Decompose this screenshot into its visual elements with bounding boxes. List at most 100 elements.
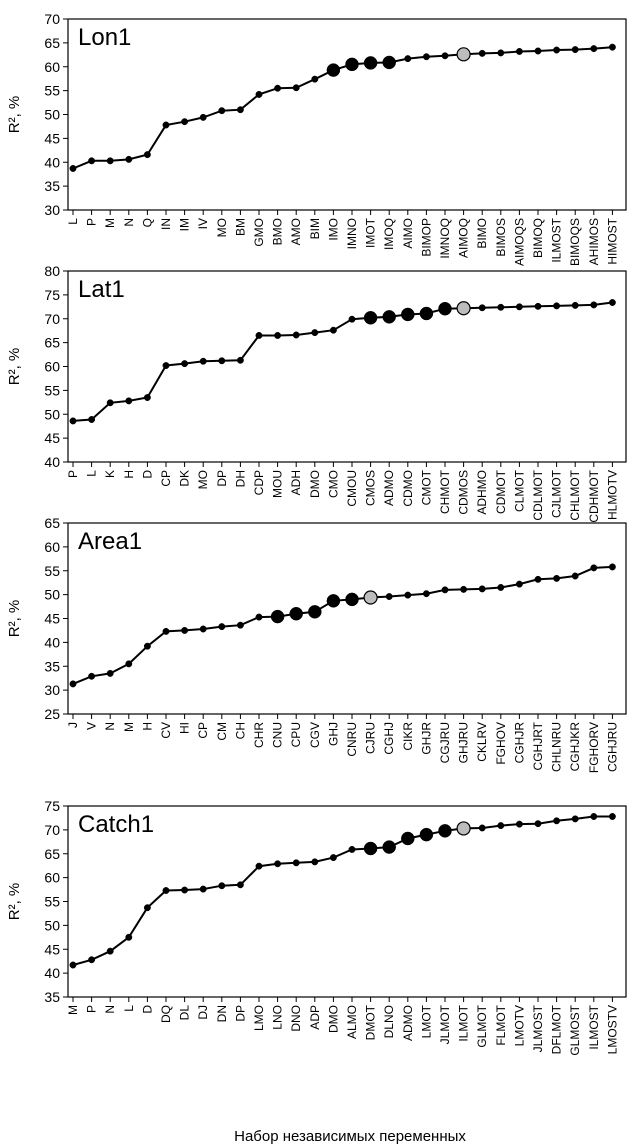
data-point	[181, 886, 189, 894]
x-tick-label: FGHOV	[494, 722, 508, 765]
x-tick-label: MOU	[271, 470, 285, 498]
y-tick-label: 25	[44, 706, 60, 722]
y-tick-label: 30	[44, 682, 60, 698]
x-tick-label: GHJR	[419, 722, 433, 755]
highlight-point	[289, 606, 303, 621]
data-point	[236, 356, 244, 364]
data-point	[404, 55, 412, 63]
y-tick-label: 60	[44, 870, 60, 886]
plot-frame	[67, 18, 627, 211]
y-tick-label: 50	[44, 107, 60, 123]
x-tick-label: CJLMOT	[550, 469, 564, 518]
data-point	[292, 331, 300, 339]
data-point	[143, 151, 151, 159]
highlight-point	[438, 824, 452, 838]
x-tick-label: L	[122, 1005, 136, 1012]
x-tick-label: DP	[233, 1005, 247, 1022]
y-tick-label: 55	[44, 563, 60, 579]
x-tick-label: GLMOST	[568, 1004, 582, 1055]
data-point	[181, 118, 189, 126]
x-tick-label: DFLMOT	[550, 1004, 564, 1054]
x-tick-label: AIMOQ	[457, 218, 471, 258]
selected-point	[456, 47, 471, 62]
panel-title: Lat1	[78, 276, 125, 303]
x-tick-label: MO	[215, 218, 229, 237]
x-tick-label: AHIMOS	[587, 218, 601, 265]
x-tick-label: LMOSTV	[605, 1005, 619, 1054]
x-tick-label: CGJRU	[438, 722, 452, 763]
x-tick-label: CMOU	[345, 470, 359, 507]
x-tick-label: CP	[159, 470, 173, 487]
data-point	[329, 854, 337, 862]
x-tick-label: ALMO	[345, 1005, 359, 1039]
x-tick-label: CH	[233, 722, 247, 739]
data-point	[236, 106, 244, 114]
series-line	[72, 46, 613, 170]
data-point	[255, 90, 263, 98]
data-point	[534, 302, 542, 310]
x-tick-label: AIMOQS	[512, 218, 526, 266]
x-tick-label: LMO	[252, 1005, 266, 1031]
x-tick-label: DN	[215, 1005, 229, 1022]
x-tick-label: BIM	[308, 218, 322, 239]
x-tick-label: N	[122, 218, 136, 227]
data-point	[571, 572, 579, 580]
data-point	[534, 575, 542, 583]
x-tick-label: M	[122, 722, 136, 732]
highlight-point	[438, 301, 452, 316]
data-point	[125, 155, 133, 163]
x-tick-label: P	[66, 470, 80, 478]
y-tick-label: 40	[44, 454, 60, 470]
x-tick-label: CPU	[289, 722, 303, 747]
y-axis-label: R², %	[6, 348, 23, 386]
y-axis-label: R², %	[6, 600, 23, 638]
data-point	[329, 326, 337, 334]
y-tick-label: 35	[44, 178, 60, 194]
data-point	[218, 107, 226, 115]
x-tick-label: GLMOT	[475, 1004, 489, 1047]
data-point	[106, 157, 114, 165]
data-point	[162, 887, 170, 894]
x-tick-label: BIMO	[475, 218, 489, 249]
x-tick-label: DMO	[308, 470, 322, 498]
data-point	[69, 961, 77, 969]
x-tick-label: CMOT	[419, 469, 433, 505]
x-tick-label: ADHMO	[475, 470, 489, 515]
x-tick-label: BM	[233, 218, 247, 236]
data-point	[69, 680, 77, 688]
data-point	[255, 332, 263, 339]
data-point	[106, 399, 114, 407]
highlight-point	[363, 311, 378, 325]
y-tick-label: 45	[44, 941, 60, 957]
x-tick-label: BIMOP	[419, 218, 433, 257]
data-point	[441, 586, 449, 594]
x-tick-label: CHLNRU	[550, 722, 564, 772]
y-tick-label: 70	[44, 822, 60, 838]
y-tick-label: 50	[44, 587, 60, 603]
x-tick-label: CDMOS	[457, 470, 471, 515]
data-point	[143, 394, 151, 401]
data-point	[311, 329, 319, 337]
highlight-point	[419, 827, 434, 842]
data-point	[422, 590, 430, 598]
x-tick-label: AMO	[289, 218, 303, 245]
x-tick-label: V	[85, 722, 99, 730]
y-tick-label: 70	[44, 11, 60, 27]
data-point	[515, 580, 523, 588]
x-tick-label: ILMOST	[587, 1004, 601, 1049]
y-tick-label: 50	[44, 917, 60, 933]
x-tick-label: N	[103, 1005, 117, 1014]
data-point	[88, 956, 96, 964]
data-point	[292, 859, 300, 867]
x-tick-label: AIMO	[401, 218, 415, 249]
x-tick-label: JLMOT	[438, 1004, 452, 1044]
x-tick-label: GHJ	[326, 722, 340, 746]
data-point	[274, 332, 282, 339]
x-tick-label: CGHJRU	[605, 722, 619, 772]
x-tick-label: GHJRU	[457, 722, 471, 763]
x-tick-label: H	[140, 722, 154, 731]
data-point	[88, 416, 96, 423]
data-point	[236, 881, 244, 889]
data-point	[422, 53, 430, 61]
x-tick-label: GMO	[252, 218, 266, 247]
